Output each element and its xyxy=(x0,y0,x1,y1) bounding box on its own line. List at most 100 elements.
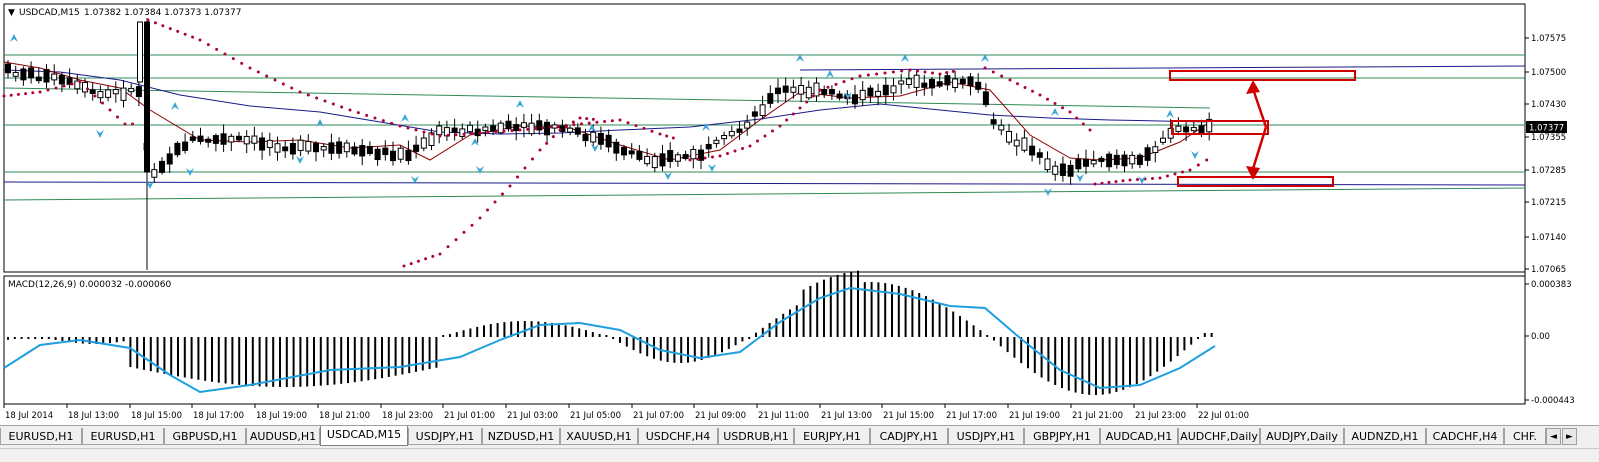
current-range-box[interactable] xyxy=(1171,120,1269,135)
chart-tab[interactable]: USDJPY,H1 xyxy=(408,428,482,445)
trend-line[interactable] xyxy=(3,181,1526,186)
chart-tab[interactable]: XAUUSD,H1 xyxy=(560,428,638,445)
chart-tab[interactable]: EURUSD,H1 xyxy=(0,428,82,445)
sar-dot xyxy=(424,257,428,261)
chart-tab[interactable]: USDJPY,H1 xyxy=(948,428,1024,445)
sar-dot xyxy=(9,93,13,97)
sar-dot xyxy=(265,74,269,78)
candle-body xyxy=(243,135,250,145)
fractal-up-icon xyxy=(981,54,989,62)
candle-body xyxy=(197,135,204,142)
macd-histogram-bar xyxy=(299,337,302,387)
sar-dot xyxy=(470,132,474,136)
chart-canvas[interactable]: ▼ USDCAD,M15 1.07382 1.07384 1.07373 1.073… xyxy=(0,0,1599,425)
candle-body xyxy=(605,134,612,148)
candle-body xyxy=(66,77,73,85)
sar-dot xyxy=(86,87,89,91)
fractal-down-icon xyxy=(186,168,194,176)
chart-tab[interactable]: GBPUSD,H1 xyxy=(164,428,246,445)
macd-histogram-bar xyxy=(61,337,64,341)
macd-histogram-bar xyxy=(979,330,982,337)
candle-body xyxy=(644,155,651,165)
trend-line[interactable] xyxy=(799,65,1526,71)
candle-body xyxy=(151,169,158,178)
sar-dot xyxy=(1114,180,1118,184)
macd-histogram-bar xyxy=(1013,337,1016,358)
macd-histogram-bar xyxy=(1122,337,1125,390)
sar-dot xyxy=(1088,128,1092,132)
chart-tab[interactable]: USDCHF,H4 xyxy=(638,428,718,445)
macd-histogram-bar xyxy=(251,337,254,386)
candle-body xyxy=(690,149,697,160)
macd-histogram-bar xyxy=(483,325,485,337)
chart-tab[interactable]: AUDUSD,H1 xyxy=(246,428,320,445)
candle-body xyxy=(35,76,42,82)
sar-dot xyxy=(470,223,474,227)
macd-histogram-bar xyxy=(1020,337,1023,364)
candle-body xyxy=(336,141,343,154)
macd-histogram-bar xyxy=(911,290,914,337)
candle-body xyxy=(875,90,882,97)
candle-body xyxy=(967,76,974,87)
arrow-right-icon: ► xyxy=(1566,432,1573,442)
chart-tab[interactable]: NZDUSD,H1 xyxy=(482,428,560,445)
macd-histogram-bar xyxy=(333,337,336,385)
tab-scroll-left-button[interactable]: ◄ xyxy=(1546,428,1561,445)
support-box[interactable] xyxy=(1177,176,1334,187)
chart-tab[interactable]: AUDJPY,Daily xyxy=(1260,428,1344,445)
macd-histogram-bar xyxy=(999,337,1002,347)
candle-body xyxy=(366,145,373,155)
sar-dot xyxy=(446,133,450,137)
chart-tab[interactable]: CADCHF,H4 xyxy=(1426,428,1504,445)
fractal-down-icon xyxy=(476,166,484,174)
status-strip xyxy=(0,448,1599,462)
sar-dot xyxy=(406,126,410,130)
chart-tab[interactable]: AUDCAD,H1 xyxy=(1100,428,1178,445)
macd-histogram-bar xyxy=(891,284,893,337)
main-price-pane[interactable] xyxy=(3,3,1526,273)
macd-histogram-bar xyxy=(809,285,812,337)
candle-body xyxy=(413,144,420,152)
sar-dot xyxy=(523,166,527,170)
chart-tab[interactable]: USDCAD,M15 xyxy=(320,426,408,446)
chart-tab[interactable]: EURJPY,H1 xyxy=(794,428,870,445)
sar-dot xyxy=(983,66,987,70)
macd-histogram-bar xyxy=(476,326,479,337)
chart-tab[interactable]: CHF. xyxy=(1504,428,1546,445)
chart-menu-icon[interactable]: ▼ xyxy=(8,8,15,18)
chart-tab[interactable]: CADJPY,H1 xyxy=(870,428,948,445)
chart-tab[interactable]: GBPJPY,H1 xyxy=(1024,428,1100,445)
sar-dot xyxy=(416,259,420,263)
trend-line[interactable] xyxy=(3,87,1211,109)
macd-histogram-bar xyxy=(877,282,880,337)
price-tick-label: 1.07500 xyxy=(1531,68,1566,78)
candle-body xyxy=(990,119,997,125)
sar-dot xyxy=(526,127,530,131)
chart-tab[interactable]: AUDCHF,Daily xyxy=(1178,428,1260,445)
trend-line[interactable] xyxy=(3,187,1526,201)
candle-body xyxy=(698,149,704,161)
time-tick-label: 21 Jul 05:00 xyxy=(570,411,621,421)
macd-histogram-bar xyxy=(761,327,764,337)
chart-tab[interactable]: EURUSD,H1 xyxy=(82,428,164,445)
candle-body xyxy=(898,80,905,85)
sar-dot xyxy=(798,106,802,110)
macd-histogram-bar xyxy=(1101,337,1104,395)
resistance-box[interactable] xyxy=(1169,70,1356,81)
candle-body xyxy=(728,131,735,137)
sar-dot xyxy=(1081,122,1085,126)
sar-dot xyxy=(875,72,879,76)
chart-tab[interactable]: USDRUB,H1 xyxy=(718,428,794,445)
fractal-up-icon xyxy=(10,34,18,42)
candle-body xyxy=(813,82,820,97)
sar-dot xyxy=(711,155,714,159)
sar-dot xyxy=(545,141,549,145)
tab-scroll-right-button[interactable]: ► xyxy=(1562,428,1577,445)
candle-body xyxy=(228,135,235,143)
sar-dot xyxy=(916,69,919,73)
chart-tab[interactable]: AUDNZD,H1 xyxy=(1344,428,1426,445)
macd-histogram-bar xyxy=(870,282,873,337)
macd-histogram-bar xyxy=(143,337,145,370)
candle-body xyxy=(536,120,543,131)
